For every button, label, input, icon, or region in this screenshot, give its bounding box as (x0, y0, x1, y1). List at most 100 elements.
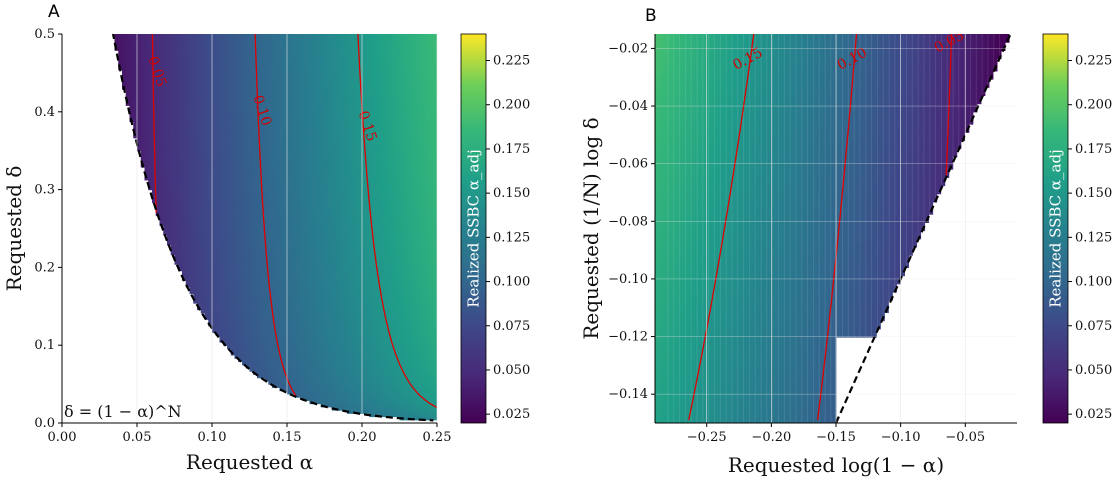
heat-cell (290, 199, 296, 204)
heat-cell (137, 40, 142, 45)
heat-cell (223, 267, 228, 272)
heat-cell (305, 131, 311, 136)
heat-cell (152, 66, 157, 71)
heat-cell (242, 43, 247, 48)
heat-cell (279, 222, 284, 226)
heat-cell (332, 105, 337, 110)
heat-cell (324, 286, 329, 291)
heat-cell (212, 89, 217, 93)
heat-cell (264, 205, 269, 210)
heat-cell (174, 202, 179, 207)
heat-cell (324, 267, 329, 272)
heat-cell (332, 273, 337, 278)
heat-cell (167, 238, 172, 243)
heat-cell (227, 111, 232, 116)
heat-cell (287, 345, 292, 350)
heat-cell (287, 137, 292, 142)
heat-cell (309, 238, 314, 243)
heat-cell (279, 163, 284, 168)
heat-cell (328, 400, 333, 405)
heat-cell (328, 50, 333, 55)
heat-cell (219, 332, 224, 337)
heat-cell (309, 218, 314, 223)
heat-cell (275, 332, 281, 337)
heat-cell (290, 316, 296, 320)
heat-cell (215, 46, 221, 51)
heat-cell (309, 225, 314, 230)
heat-cell (264, 303, 269, 307)
heat-cell (298, 131, 303, 136)
heat-cell (317, 303, 322, 307)
heat-cell (264, 354, 269, 359)
heat-cell (324, 56, 329, 61)
heat-cell (238, 118, 243, 123)
heat-cell (275, 371, 281, 375)
heat-cell (290, 345, 296, 350)
heat-cell (185, 218, 191, 223)
heat-cell (290, 153, 296, 158)
heat-cell (294, 170, 299, 174)
heat-cell (324, 283, 329, 288)
heat-cell (223, 128, 228, 132)
heat-cell (234, 351, 239, 356)
heat-cell (324, 72, 329, 77)
heat-cell (167, 186, 172, 191)
heat-cell (294, 218, 299, 223)
heat-cell (245, 260, 251, 265)
heat-cell (283, 189, 288, 194)
heat-cell (320, 163, 326, 168)
heat-cell (245, 176, 251, 181)
heat-cell (275, 131, 281, 136)
heat-cell (257, 89, 262, 93)
heat-cell (283, 89, 288, 93)
heat-cell (268, 53, 273, 58)
heat-cell (257, 46, 262, 51)
heat-cell (305, 384, 311, 388)
heat-cell (238, 40, 243, 45)
heat-cell (317, 82, 322, 87)
heat-cell (275, 179, 281, 184)
heat-cell (309, 124, 314, 129)
heat-cell (305, 290, 311, 294)
heat-cell (234, 225, 239, 230)
heat-cell (163, 205, 168, 210)
heat-cell (238, 166, 243, 171)
heat-cell (253, 215, 258, 220)
heat-cell (335, 390, 341, 395)
heat-cell (174, 218, 179, 223)
heat-cell (287, 273, 292, 278)
heat-cell (272, 196, 277, 200)
heat-cell (257, 241, 262, 246)
heat-cell (200, 89, 206, 93)
heat-cell (320, 121, 326, 126)
heat-cell (238, 46, 243, 51)
heat-cell (178, 34, 183, 38)
heat-cell (155, 144, 161, 149)
heat-cell (193, 209, 198, 213)
heat-cell (320, 92, 326, 97)
heat-cell (264, 218, 269, 223)
heat-cell (272, 371, 277, 375)
heat-cell (279, 251, 284, 256)
heat-cell (268, 163, 273, 168)
heat-cell (197, 254, 202, 259)
heat-cell (309, 358, 314, 363)
heat-cell (317, 121, 322, 126)
heat-cell (249, 303, 254, 307)
heat-cell (253, 280, 258, 285)
heat-cell (257, 371, 262, 375)
heat-cell (219, 228, 224, 233)
heat-cell (182, 163, 187, 168)
heat-cell (185, 205, 191, 210)
heat-cell (215, 63, 221, 68)
heat-cell (305, 212, 311, 217)
heat-cell (215, 192, 221, 197)
heat-cell (268, 238, 273, 243)
heat-cell (167, 69, 172, 74)
heat-cell (302, 137, 307, 142)
heat-cell (279, 238, 284, 243)
heat-cell (264, 72, 269, 77)
heat-cell (264, 202, 269, 207)
heat-cell (332, 40, 337, 45)
heat-cell (302, 50, 307, 55)
